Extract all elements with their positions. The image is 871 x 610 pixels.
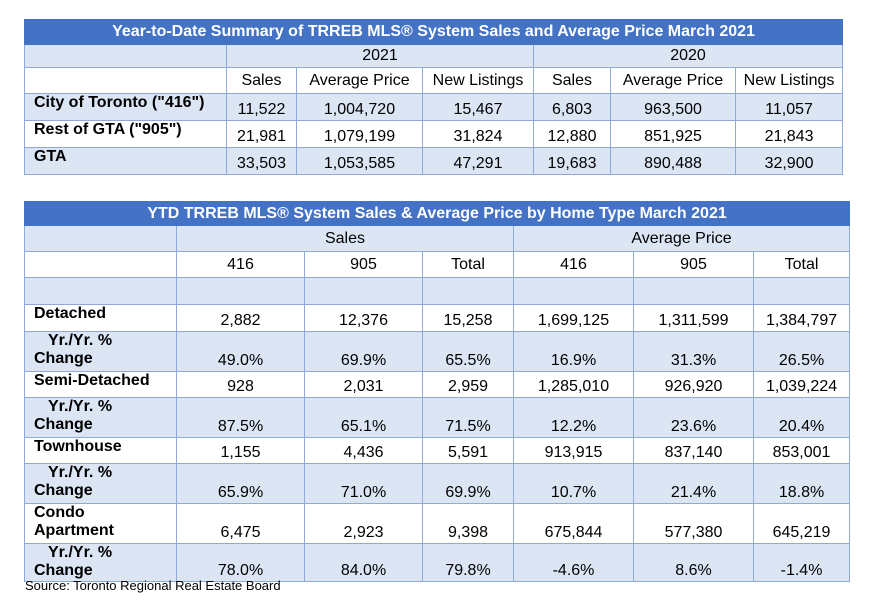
row-label: Yr./Yr. % Change: [24, 463, 177, 504]
column-header: New Listings: [734, 67, 844, 94]
column-header: Total: [752, 251, 851, 278]
column-header: Average Price: [610, 67, 736, 94]
row-label: Semi-Detached: [24, 371, 177, 398]
column-header: Sales: [533, 67, 611, 94]
source-note: Source: Toronto Regional Real Estate Boa…: [25, 578, 281, 593]
table-row: Yr./Yr. % Change 65.9% 71.0% 69.9% 10.7%…: [24, 463, 851, 504]
table-row: Semi-Detached 928 2,031 2,959 1,285,010 …: [24, 371, 851, 398]
ytd-summary-table: Year-to-Date Summary of TRREB MLS® Syste…: [23, 19, 844, 175]
row-label: Townhouse: [24, 437, 177, 464]
table-row: Yr./Yr. % Change 49.0% 69.9% 65.5% 16.9%…: [24, 331, 851, 372]
column-header: 416: [513, 251, 634, 278]
column-header: 905: [633, 251, 754, 278]
table-row: Detached 2,882 12,376 15,258 1,699,125 1…: [24, 304, 851, 332]
column-header: 905: [304, 251, 423, 278]
row-label: GTA: [24, 147, 227, 175]
home-type-title: YTD TRREB MLS® System Sales & Average Pr…: [23, 201, 851, 226]
column-header: Total: [422, 251, 514, 278]
year-header-2021: 2021: [226, 44, 534, 68]
table-row: City of Toronto ("416") 11,522 1,004,720…: [24, 93, 844, 121]
column-header: Average Price: [296, 67, 423, 94]
table-row: Condo Apartment 6,475 2,923 9,398 675,84…: [24, 503, 851, 544]
table-row: GTA 33,503 1,053,585 47,291 19,683 890,4…: [24, 147, 844, 175]
column-header: 416: [176, 251, 305, 278]
group-header-sales: Sales: [176, 225, 514, 252]
row-label: Yr./Yr. % Change: [24, 397, 177, 438]
row-label: Yr./Yr. % Change: [24, 543, 177, 582]
column-header: Sales: [226, 67, 297, 94]
row-label: Detached: [24, 304, 177, 332]
row-label: Rest of GTA ("905"): [24, 120, 227, 148]
row-label: Condo Apartment: [24, 503, 177, 544]
table-row: Townhouse 1,155 4,436 5,591 913,915 837,…: [24, 437, 851, 464]
summary-title: Year-to-Date Summary of TRREB MLS® Syste…: [23, 19, 844, 45]
column-header: New Listings: [422, 67, 534, 94]
table-row: Yr./Yr. % Change 87.5% 65.1% 71.5% 12.2%…: [24, 397, 851, 438]
row-label: Yr./Yr. % Change: [24, 331, 177, 372]
group-header-average-price: Average Price: [512, 225, 851, 252]
table-row: Yr./Yr. % Change 78.0% 84.0% 79.8% -4.6%…: [24, 543, 851, 582]
row-label: City of Toronto ("416"): [24, 93, 227, 121]
year-header-2020: 2020: [532, 44, 844, 68]
table-row: Rest of GTA ("905") 21,981 1,079,199 31,…: [24, 120, 844, 148]
home-type-table: YTD TRREB MLS® System Sales & Average Pr…: [23, 201, 851, 582]
